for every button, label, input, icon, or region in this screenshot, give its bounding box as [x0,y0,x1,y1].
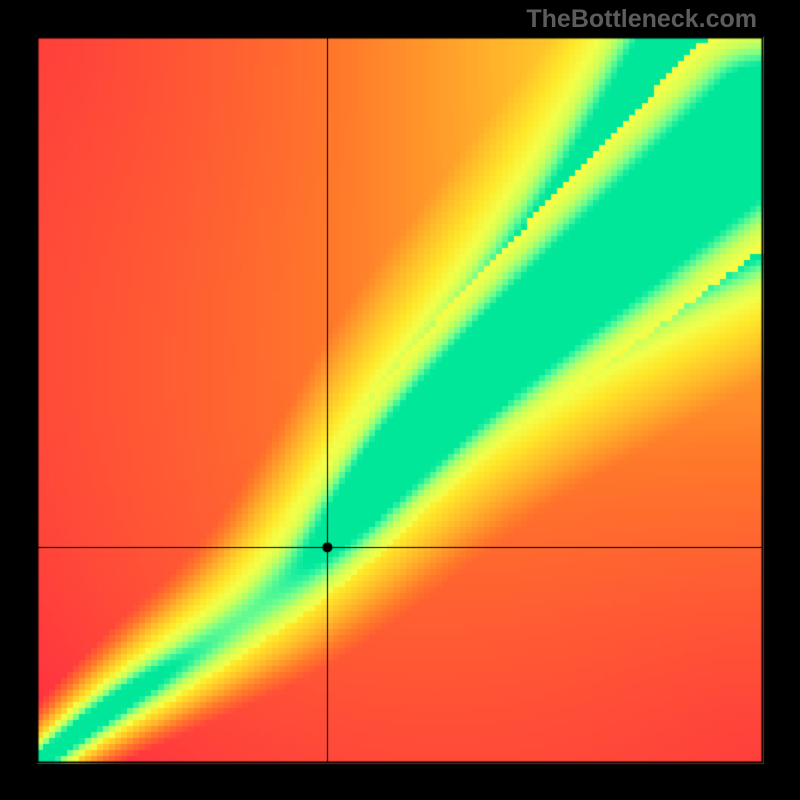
outer-frame [0,0,800,800]
watermark-text: TheBottleneck.com [526,5,757,34]
